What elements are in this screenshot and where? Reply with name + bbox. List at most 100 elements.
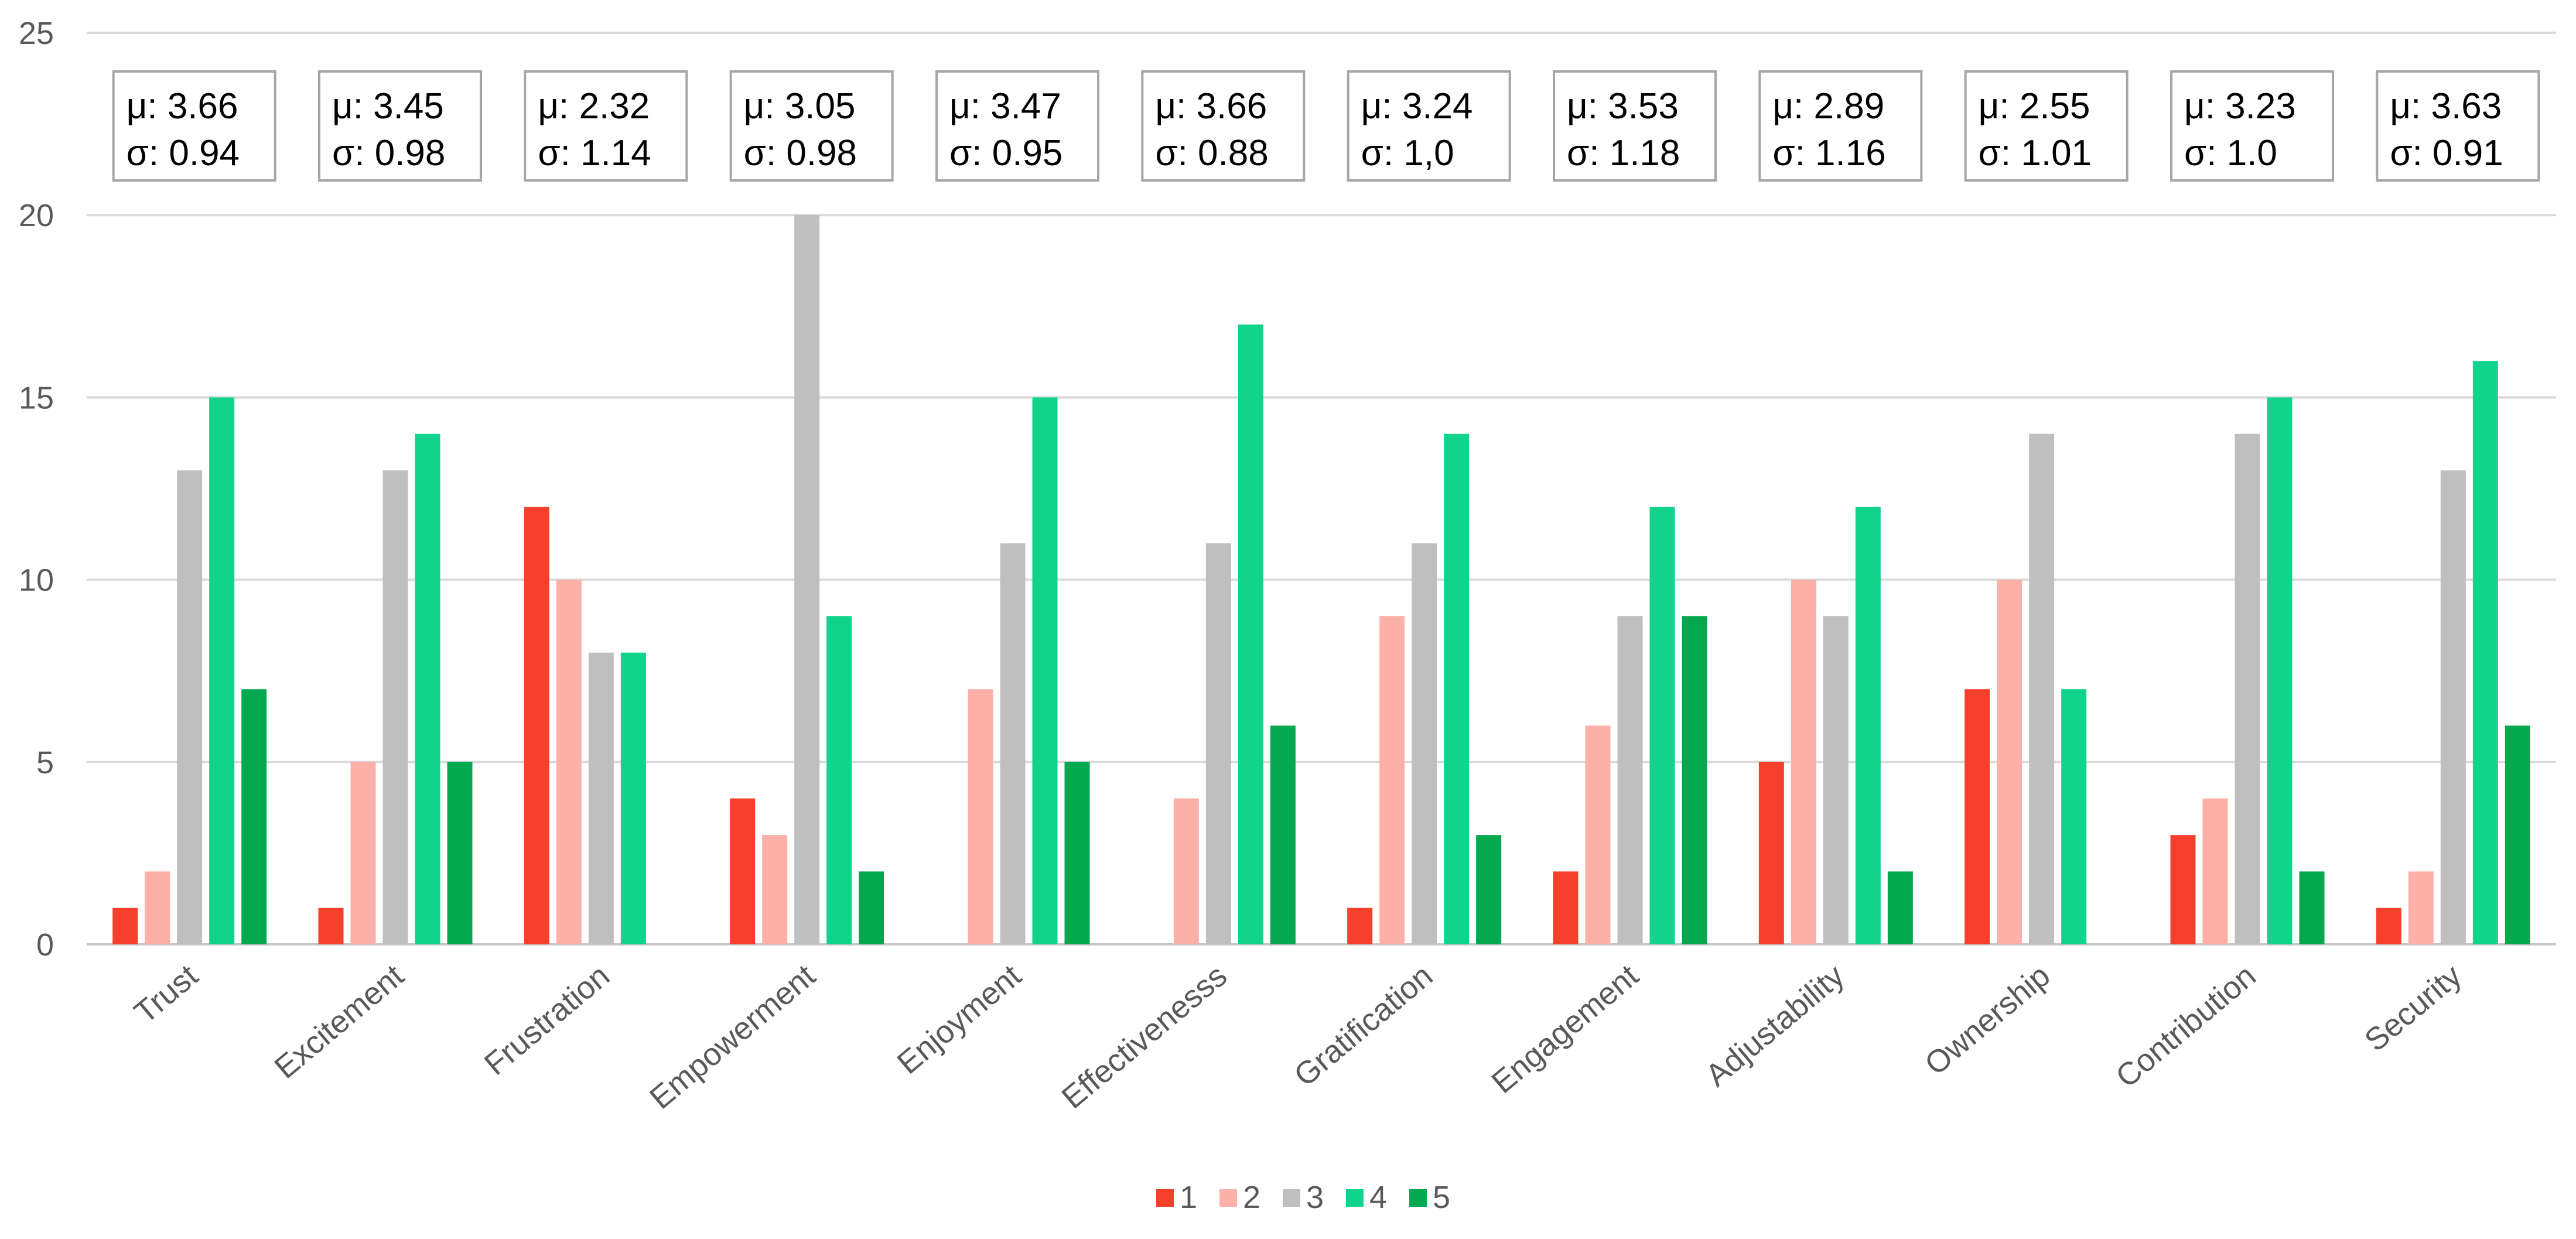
- bar-effectivenesss-3: [1205, 543, 1231, 944]
- bar-enjoyment-5: [1064, 762, 1090, 944]
- y-tick-label: 5: [36, 745, 54, 780]
- x-axis-ticks: Trust Excitement Frustration Empowerment Enj…: [128, 958, 2468, 1116]
- bar-frustration-3: [588, 653, 614, 944]
- bar-engagement-1: [1553, 871, 1579, 944]
- x-tick-label: Empowerment: [643, 958, 822, 1116]
- bar-frustration-2: [556, 579, 582, 944]
- y-tick-label: 0: [36, 927, 54, 962]
- stat-box: [1758, 70, 1923, 182]
- stat-mean: μ: 3.63: [2390, 86, 2502, 127]
- stat-sd: σ: 0.94: [127, 133, 240, 173]
- bar-contribution-5: [2299, 871, 2325, 944]
- legend-swatch-5: [1409, 1189, 1427, 1207]
- bar-security-2: [2408, 871, 2434, 944]
- stat-annotations: μ: 3.66 σ: 0.94 μ: 3.45 σ: 0.98 μ: 2.32 σ: 1.…: [112, 70, 2540, 182]
- bar-frustration-4: [620, 653, 646, 944]
- stat-sd: σ: 1.0: [2184, 133, 2277, 173]
- stat-mean: μ: 2.55: [1979, 86, 2090, 127]
- x-tick-label: Enjoyment: [891, 958, 1028, 1081]
- stat-sd: σ: 0.98: [744, 133, 857, 173]
- bar-gratification-5: [1476, 835, 1502, 944]
- stat-mean: μ: 3.47: [949, 86, 1061, 127]
- bar-gratification-3: [1412, 543, 1437, 944]
- bar-adjustability-1: [1758, 762, 1784, 944]
- bar-security-5: [2505, 725, 2530, 944]
- stat-mean: μ: 3.66: [1155, 86, 1267, 127]
- legend-swatch-2: [1219, 1189, 1237, 1207]
- bar-excitement-4: [415, 434, 440, 944]
- bar-trust-4: [209, 397, 235, 944]
- bar-effectivenesss-4: [1238, 324, 1263, 945]
- stat-sd: σ: 0.88: [1155, 133, 1268, 173]
- stat-box: [935, 70, 1099, 182]
- stat-box: [2170, 70, 2334, 182]
- stat-mean: μ: 3.53: [1567, 86, 1679, 127]
- stat-sd: σ: 0.95: [949, 133, 1062, 173]
- bar-enjoyment-4: [1032, 397, 1058, 944]
- bar-security-3: [2440, 470, 2466, 944]
- stat-box: [1141, 70, 1306, 182]
- legend-swatch-1: [1156, 1189, 1174, 1207]
- x-tick-label: Ownership: [1918, 958, 2056, 1082]
- stat-sd: σ: 1.14: [538, 133, 651, 173]
- x-tick-label: Excitement: [268, 958, 411, 1086]
- stat-box: [112, 70, 276, 182]
- bar-ownership-2: [1997, 579, 2022, 944]
- bar-enjoyment-3: [1000, 543, 1026, 944]
- bar-empowerment-1: [730, 798, 756, 944]
- bar-security-4: [2472, 361, 2498, 944]
- bar-engagement-2: [1585, 725, 1611, 944]
- legend-label: 3: [1306, 1180, 1324, 1215]
- bar-effectivenesss-2: [1173, 798, 1199, 944]
- bar-adjustability-5: [1887, 871, 1913, 944]
- bar-excitement-1: [318, 907, 344, 944]
- x-tick-label: Trust: [128, 958, 204, 1030]
- bar-enjoyment-2: [968, 689, 993, 944]
- stat-box: [524, 70, 688, 182]
- stat-box: [2376, 70, 2540, 182]
- x-tick-label: Engagement: [1485, 958, 1645, 1100]
- y-tick-label: 20: [19, 198, 54, 233]
- bar-contribution-1: [2170, 835, 2196, 944]
- stat-box: [729, 70, 894, 182]
- bar-trust-1: [112, 907, 138, 944]
- bar-trust-2: [145, 871, 170, 944]
- grid-lines: [87, 32, 2556, 946]
- legend-swatch-3: [1283, 1189, 1300, 1207]
- bar-trust-3: [177, 470, 203, 944]
- legend-label: 1: [1180, 1180, 1197, 1215]
- bar-excitement-5: [447, 762, 473, 944]
- legend-swatch-4: [1346, 1189, 1364, 1207]
- bar-empowerment-3: [794, 215, 820, 945]
- stat-sd: σ: 1.16: [1772, 133, 1885, 173]
- bar-security-1: [2376, 907, 2401, 944]
- stat-mean: μ: 3.24: [1361, 86, 1473, 127]
- bar-empowerment-5: [859, 871, 884, 944]
- bar-adjustability-2: [1791, 579, 1816, 944]
- legend-label: 5: [1433, 1180, 1450, 1215]
- bar-adjustability-4: [1855, 507, 1881, 944]
- bar-engagement-3: [1617, 616, 1643, 944]
- bars: [112, 215, 2530, 945]
- stat-sd: σ: 1.18: [1567, 133, 1680, 173]
- legend-label: 2: [1243, 1180, 1260, 1215]
- x-tick-label: Effectivenesss: [1055, 958, 1234, 1115]
- bar-ownership-1: [1965, 689, 1990, 944]
- stat-mean: μ: 2.89: [1772, 86, 1884, 127]
- y-axis-ticks: 0 5 10 15 20 25: [19, 16, 54, 962]
- bar-engagement-4: [1649, 507, 1675, 944]
- bar-gratification-4: [1444, 434, 1470, 944]
- bar-contribution-3: [2235, 434, 2260, 944]
- stat-box: [1553, 70, 1717, 182]
- bar-ownership-4: [2061, 689, 2087, 944]
- bar-adjustability-3: [1823, 616, 1849, 944]
- legend-label: 4: [1369, 1180, 1387, 1215]
- stat-mean: μ: 3.66: [127, 86, 238, 127]
- stat-sd: σ: 0.98: [332, 133, 445, 173]
- bar-ownership-3: [2029, 434, 2055, 944]
- bar-gratification-1: [1347, 907, 1373, 944]
- x-tick-label: Adjustability: [1699, 958, 1851, 1093]
- stat-sd: σ: 1,0: [1361, 133, 1454, 173]
- legend: 1 2 3 4 5: [1156, 1180, 1450, 1215]
